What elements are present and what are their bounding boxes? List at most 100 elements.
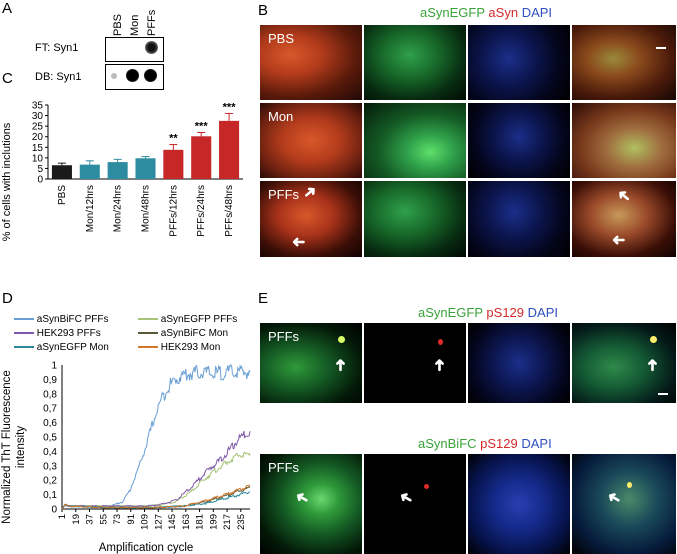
- significance-label: **: [169, 133, 178, 145]
- blot-row-ft: FT: Syn1: [35, 42, 79, 54]
- micrograph-mon-merge: [572, 103, 676, 178]
- y-axis-label: % of cells with inclutions: [1, 122, 13, 241]
- bar: [107, 162, 128, 179]
- y-tick-label: 0,9: [43, 375, 57, 386]
- legend-swatch: [138, 332, 158, 335]
- micrograph-mon-egfp: [364, 103, 466, 178]
- legend-item: aSynEGFP PFFs: [138, 314, 237, 325]
- title-dapi: DAPI: [521, 436, 552, 451]
- micrograph-pffs-egfp: [364, 181, 466, 257]
- x-tick-label: PBS: [57, 185, 68, 205]
- x-tick-label: 181: [195, 514, 206, 530]
- legend-label: aSynBiFC PFFs: [36, 314, 109, 325]
- legend-swatch: [14, 332, 34, 335]
- y-axis-label: intensity: [15, 426, 27, 468]
- panel-label-c: C: [2, 70, 13, 87]
- panel-label-e: E: [258, 290, 269, 307]
- ft-dot-pffs: [145, 41, 158, 54]
- ps129-signal: [424, 484, 429, 489]
- micrograph-e1-merge: ➜: [572, 323, 676, 403]
- inclusion: [338, 336, 345, 343]
- arrow-icon: ➜: [612, 231, 626, 248]
- ps129-signal: [438, 339, 443, 345]
- title-ps129: pS129: [486, 305, 525, 320]
- micrograph-pffs-merge: ➜ ➜: [572, 181, 676, 257]
- row-label-pffs: PFFs: [268, 460, 300, 475]
- tht-line-chart: 00,10,20,30,40,50,60,70,80,911 19 37 55 73 91…: [1, 361, 251, 554]
- x-tick-label: 55: [98, 514, 109, 525]
- title-asyn: aSyn: [488, 5, 519, 20]
- micrograph-e2-dapi: [468, 454, 570, 554]
- micrograph-e2-ps129: ➜: [364, 454, 466, 554]
- x-tick-label: Mon/48hrs: [141, 185, 152, 232]
- bar: [135, 158, 156, 179]
- significance-label: ***: [223, 101, 237, 113]
- significance-label: ***: [195, 120, 209, 132]
- micrograph-e2-bifc: PFFs ➜: [260, 454, 362, 554]
- blot-column-pbs: PBS: [112, 13, 124, 36]
- title-dapi: DAPI: [527, 305, 558, 320]
- legend-swatch: [138, 346, 158, 349]
- y-tick-label: 1: [51, 361, 57, 372]
- micrograph-pbs-egfp: [364, 25, 466, 100]
- legend-item: aSynBiFC Mon: [138, 328, 228, 339]
- legend-swatch: [14, 318, 34, 321]
- x-tick-label: PFFs/48hrs: [224, 185, 235, 237]
- row-label-mon: Mon: [268, 109, 294, 124]
- micrograph-mon-asyn: Mon: [260, 103, 362, 178]
- y-tick-label: 0: [51, 505, 57, 516]
- arrow-icon: ➜: [332, 358, 350, 372]
- scale-bar: [658, 393, 668, 395]
- arrow-icon: ➜: [299, 181, 321, 204]
- x-tick-label: 37: [85, 514, 96, 525]
- y-tick-label: 0,6: [43, 418, 57, 429]
- micrograph-pbs-asyn: PBS: [260, 25, 362, 100]
- row-label-pbs: PBS: [268, 31, 295, 46]
- y-tick-label: 0,1: [43, 490, 57, 501]
- x-tick-label: PFFs/12hrs: [168, 185, 179, 237]
- title-asynegfp: aSynEGFP: [418, 305, 483, 320]
- micrograph-e1-dapi: [468, 323, 570, 403]
- y-tick-label: 5: [37, 164, 43, 175]
- series-line: [61, 363, 251, 510]
- row-label-pffs: PFFs: [268, 187, 300, 202]
- panel-e-title-2: aSynBiFC pS129 DAPI: [418, 436, 552, 451]
- db-dot-pbs: [111, 73, 117, 79]
- filter-trap-blot: [105, 37, 164, 62]
- y-tick-label: 0,4: [43, 447, 57, 458]
- inclusion: [627, 482, 632, 488]
- x-tick-label: 199: [208, 514, 219, 530]
- micrograph-e1-egfp: PFFs ➜: [260, 323, 362, 403]
- panel-label-a: A: [2, 0, 13, 17]
- legend-label: aSynEGFP PFFs: [160, 314, 238, 325]
- x-tick-label: 145: [167, 514, 178, 530]
- title-asynbifc: aSynBiFC: [418, 436, 477, 451]
- x-tick-label: 19: [71, 514, 82, 525]
- db-dot-mon: [126, 69, 139, 82]
- row-label-pffs: PFFs: [268, 329, 300, 344]
- bar: [79, 164, 100, 179]
- arrow-icon: ➜: [292, 233, 306, 250]
- panel-e-title-1: aSynEGFP pS129 DAPI: [418, 305, 558, 320]
- micrograph-pffs-dapi: [468, 181, 570, 257]
- x-tick-label: 1: [57, 514, 68, 519]
- arrow-icon: ➜: [396, 486, 417, 509]
- y-tick-label: 0,5: [43, 433, 57, 444]
- legend-item: HEK293 PFFs: [14, 328, 101, 339]
- y-tick-label: 0,8: [43, 389, 57, 400]
- x-tick-label: 109: [140, 514, 151, 530]
- arrow-icon: ➜: [292, 486, 313, 509]
- blot-column-pffs: PFFs: [146, 9, 158, 36]
- x-tick-label: Mon/12hrs: [85, 185, 96, 232]
- x-tick-label: 73: [112, 514, 123, 525]
- inclusion: [650, 336, 657, 343]
- legend-item: HEK293 Mon: [138, 342, 220, 353]
- y-tick-label: 10: [32, 153, 44, 164]
- title-asynegfp: aSynEGFP: [420, 5, 485, 20]
- db-dot-pffs: [144, 69, 157, 82]
- y-tick-label: 30: [32, 111, 44, 122]
- series-line: [61, 430, 251, 510]
- legend-item: aSynBiFC PFFs: [14, 314, 108, 325]
- x-tick-label: Mon/24hrs: [113, 185, 124, 232]
